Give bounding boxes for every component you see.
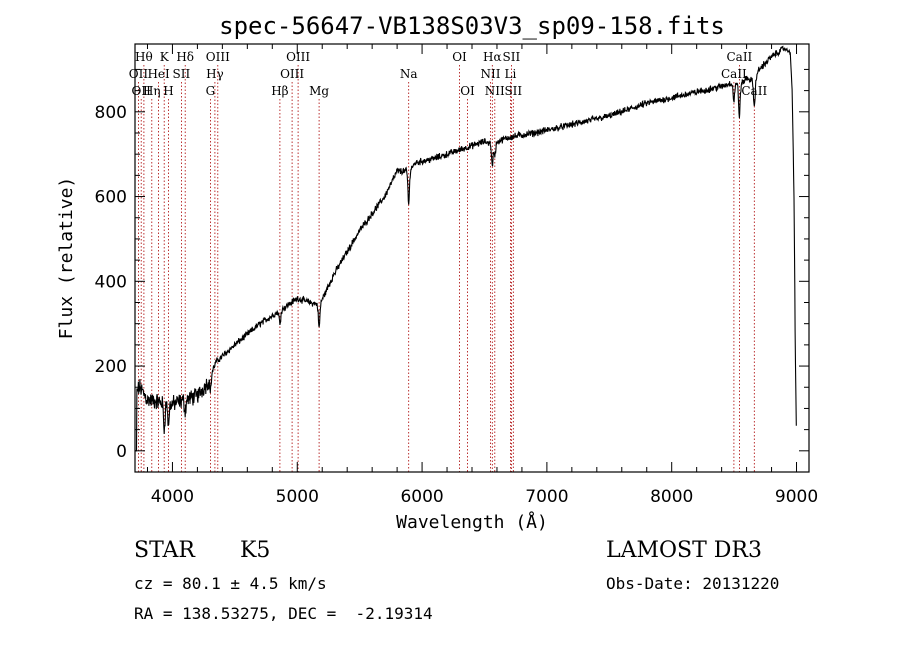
y-tick-label-4: 800 [95,103,127,123]
x-tick-label-3: 7000 [525,487,568,507]
y-axis-label: Flux (relative) [56,177,77,340]
line-label-1: OII [132,84,152,98]
line-label-7: SII [173,67,191,81]
coordinates: RA = 138.53275, DEC = -2.19314 [134,604,433,623]
line-label-13: OIII [280,67,304,81]
line-label-6: H [163,84,173,98]
line-label-19: NII [481,67,501,81]
redshift-cz: cz = 80.1 ± 4.5 km/s [134,574,327,593]
line-label-8: Hδ [176,50,194,64]
observation-date: Obs-Date: 20131220 [606,574,780,593]
x-tick-label-1: 5000 [276,487,319,507]
x-axis-label: Wavelength (Å) [396,511,548,533]
line-label-17: OI [452,50,467,64]
line-label-22: Li [504,67,516,81]
line-label-18: OI [460,84,475,98]
survey-name: LAMOST DR3 [606,538,762,563]
line-label-layer: OIIOIIHθHηHeIKHSIIHδGHγOIIIHβOIIIOIIIMgN… [129,50,768,98]
plot-frame [134,43,810,473]
line-label-9: G [206,84,216,98]
line-label-0: OII [129,67,149,81]
line-marker-layer [137,65,755,472]
x-tick-label-2: 6000 [400,487,443,507]
y-tick-label-3: 600 [95,188,127,208]
x-tick-label-4: 8000 [650,487,693,507]
line-label-21: NII [485,84,505,98]
x-tick-label-0: 4000 [151,487,194,507]
line-label-2: Hθ [135,50,153,64]
chart-title: spec-56647-VB138S03V3_sp09-158.fits [219,12,725,40]
line-label-10: Hγ [206,67,224,81]
spectrum-line [135,45,797,452]
object-class: STAR [134,538,195,563]
x-tick-label-5: 9000 [775,487,818,507]
y-tick-label-0: 0 [116,442,127,462]
y-tick-label-2: 400 [95,272,127,292]
line-label-4: HeI [147,67,170,81]
axis-ticks: 4000 5000 6000 7000 8000 9000 0 200 400 600 800 [95,44,818,507]
line-label-3: Hη [143,84,161,98]
line-label-24: SII [504,84,522,98]
line-label-27: CaII [741,84,767,98]
line-label-25: CaII [721,67,747,81]
line-label-20: Hα [483,50,502,64]
line-label-5: K [160,50,170,64]
line-label-12: Hβ [271,84,288,98]
line-label-26: CaII [726,50,752,64]
object-subclass: K5 [240,538,271,563]
line-label-23: SII [503,50,521,64]
line-label-14: OIII [286,50,310,64]
line-label-16: Na [400,67,418,81]
line-label-15: Mg [309,84,329,98]
y-tick-label-1: 200 [95,357,127,377]
line-label-11: OIII [206,50,230,64]
